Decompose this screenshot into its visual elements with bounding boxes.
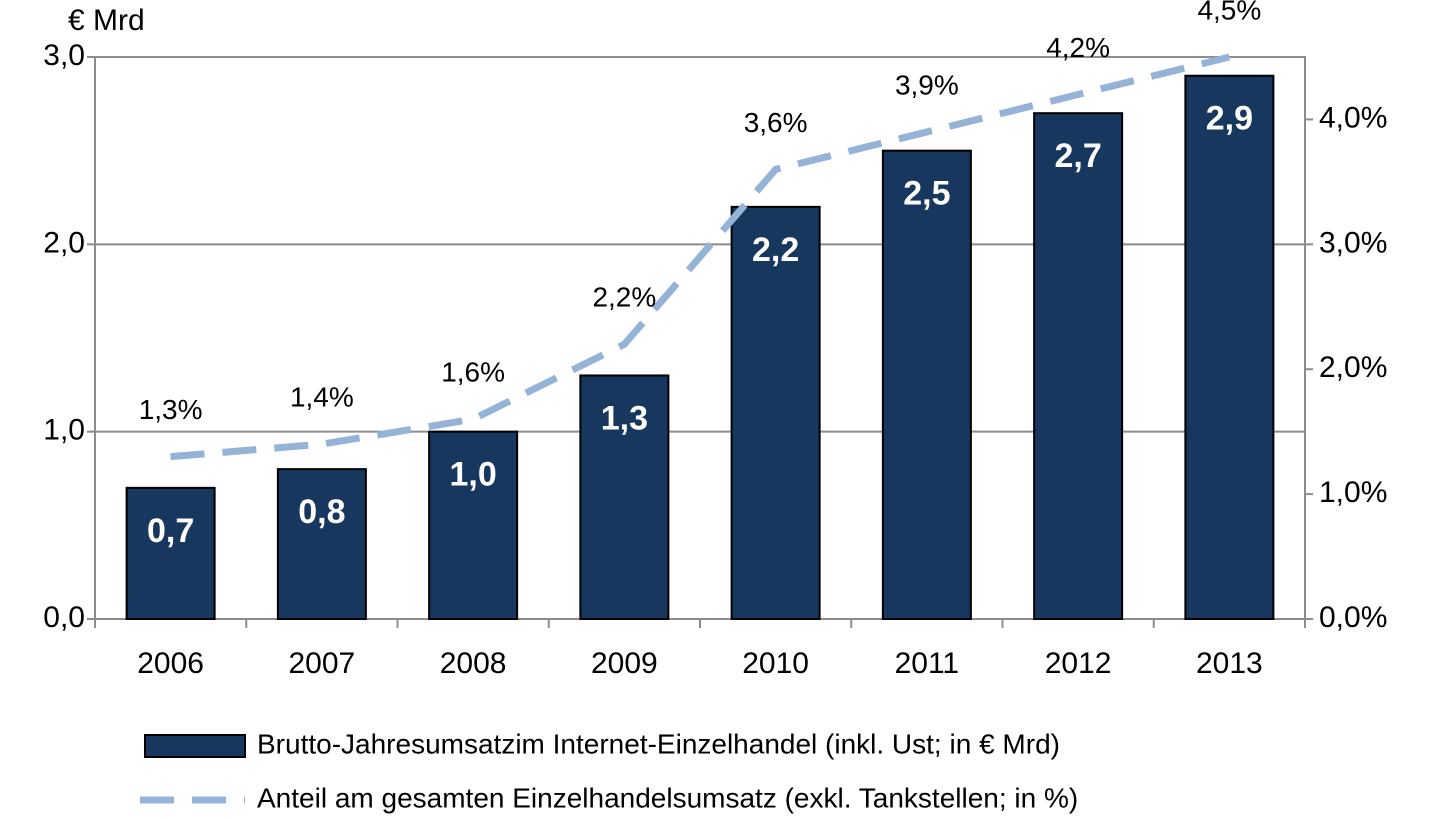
bar bbox=[881, 149, 972, 621]
x-tick-label: 2011 bbox=[895, 647, 960, 680]
x-tick-label: 2013 bbox=[1196, 647, 1263, 680]
y2-tick-label: 4,0% bbox=[1319, 101, 1387, 134]
bar bbox=[579, 374, 670, 621]
y-tick-label: 0,0 bbox=[43, 601, 85, 634]
bar-value-label: 1,3 bbox=[601, 399, 648, 437]
legend-swatch bbox=[144, 734, 246, 758]
y-tick-label: 1,0 bbox=[43, 414, 85, 447]
y-tick-label: 3,0 bbox=[43, 39, 85, 72]
bar-value-label: 2,5 bbox=[903, 175, 950, 213]
x-tick-label: 2006 bbox=[137, 647, 204, 680]
line-value-label: 1,3% bbox=[139, 394, 203, 425]
bar-value-label: 1,0 bbox=[449, 456, 496, 494]
bar-value-label: 2,2 bbox=[752, 231, 799, 269]
line-value-label: 1,6% bbox=[441, 357, 505, 388]
line-value-label: 3,6% bbox=[744, 107, 808, 138]
bar bbox=[276, 468, 367, 620]
y-axis-label: € Mrd bbox=[68, 4, 145, 37]
line-value-label: 4,5% bbox=[1197, 0, 1261, 25]
line-value-label: 4,2% bbox=[1046, 32, 1110, 63]
bar-value-label: 2,7 bbox=[1054, 137, 1101, 175]
x-tick-label: 2012 bbox=[1045, 647, 1112, 680]
plot-border bbox=[94, 56, 1306, 620]
x-tick-label: 2009 bbox=[591, 647, 658, 680]
legend-label: Brutto-Jahresumsatzim Internet-Einzelhan… bbox=[257, 728, 1060, 759]
bar bbox=[428, 430, 519, 620]
bar-value-label: 0,8 bbox=[298, 493, 345, 531]
x-tick-label: 2007 bbox=[289, 647, 356, 680]
legend-label: Anteil am gesamten Einzelhandelsumsatz (… bbox=[257, 782, 1078, 813]
x-tick-label: 2010 bbox=[742, 647, 809, 680]
line-value-label: 3,9% bbox=[895, 69, 959, 100]
bar-value-label: 0,7 bbox=[147, 512, 194, 550]
y2-tick-label: 0,0% bbox=[1319, 601, 1387, 634]
x-tick-label: 2008 bbox=[440, 647, 507, 680]
bar bbox=[125, 486, 216, 620]
y2-tick-label: 3,0% bbox=[1319, 226, 1387, 259]
y2-tick-label: 2,0% bbox=[1319, 351, 1387, 384]
y2-tick-label: 1,0% bbox=[1319, 476, 1387, 509]
bar bbox=[1184, 74, 1275, 620]
bar bbox=[1033, 112, 1124, 620]
line-value-label: 2,2% bbox=[592, 282, 656, 313]
line bbox=[170, 53, 1231, 461]
y-tick-label: 2,0 bbox=[43, 226, 85, 259]
line-value-label: 1,4% bbox=[290, 382, 354, 413]
bar bbox=[730, 205, 821, 620]
bar-value-label: 2,9 bbox=[1206, 100, 1253, 138]
